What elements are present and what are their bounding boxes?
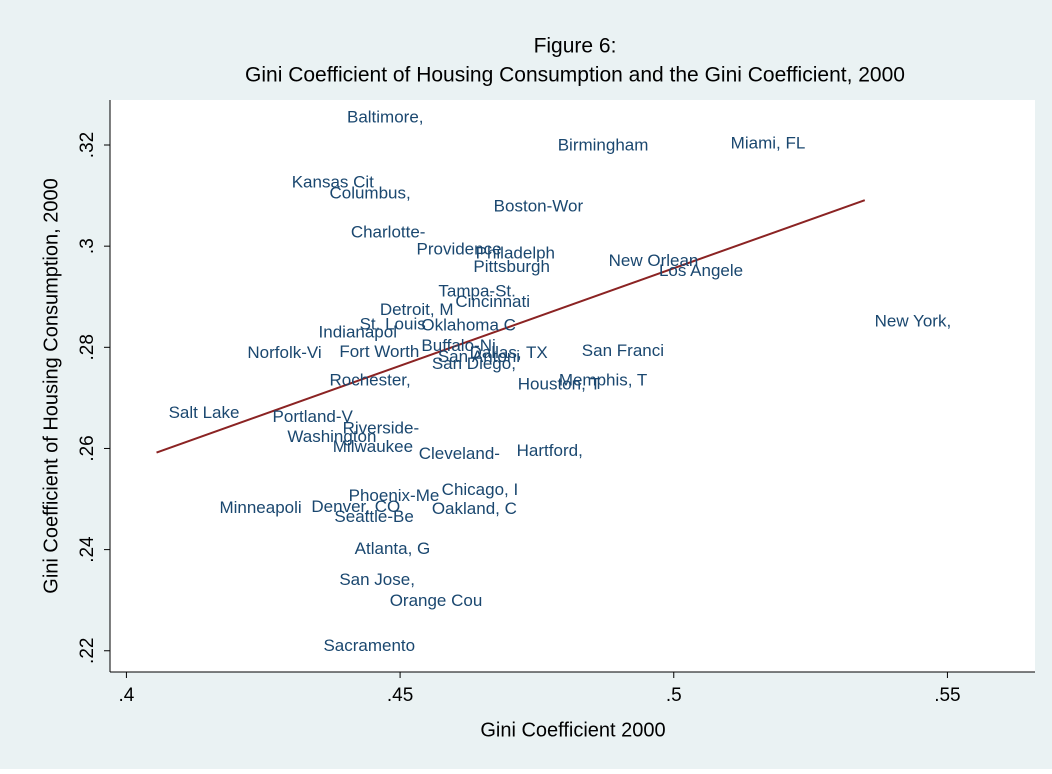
- point-label: Tampa-St.: [438, 282, 515, 301]
- y-tick-label: .28: [77, 334, 98, 360]
- point-label: Birmingham: [558, 136, 649, 155]
- point-label: Milwaukee: [333, 437, 413, 456]
- point-label: Oakland, C: [432, 499, 517, 518]
- x-tick-label: .55: [934, 685, 960, 706]
- point-label: Kansas Cit: [292, 172, 374, 191]
- chart-subtitle: Gini Coefficient of Housing Consumption …: [245, 64, 905, 87]
- point-label: Buffalo-Ni: [421, 336, 495, 355]
- point-label: San Jose,: [339, 570, 415, 589]
- point-label: Minneapoli: [219, 498, 301, 517]
- point-label: Washington: [287, 427, 376, 446]
- point-label: Phoenix-Me: [349, 486, 440, 505]
- x-axis-label: Gini Coefficient 2000: [480, 719, 665, 741]
- y-tick-label: .3: [77, 238, 98, 254]
- point-label: Memphis, T: [559, 371, 648, 390]
- point-label: Oklahoma C: [421, 316, 515, 335]
- point-label: New York,: [875, 312, 952, 331]
- point-label: Hartford,: [517, 441, 583, 460]
- point-label: Fort Worth: [339, 342, 419, 361]
- point-label: Pittsburgh: [473, 257, 550, 276]
- point-label: Portland-V: [273, 407, 354, 426]
- y-tick-label: .22: [77, 638, 98, 664]
- point-label: Dallas, TX: [470, 343, 548, 362]
- point-label: Miami, FL: [731, 133, 806, 152]
- y-tick-label: .24: [77, 536, 98, 563]
- point-label: Boston-Wor: [494, 197, 584, 216]
- point-label: Providence: [417, 240, 502, 259]
- point-label: Atlanta, G: [355, 539, 431, 558]
- point-label: San Diego,: [432, 354, 516, 373]
- y-tick-label: .32: [77, 132, 98, 158]
- point-label: San Antoni: [438, 347, 520, 366]
- point-label: Charlotte-: [351, 222, 426, 241]
- chart-title: Figure 6:: [534, 35, 617, 58]
- point-label: Los Angele: [659, 261, 743, 280]
- point-label: New Orlean: [609, 251, 699, 270]
- point-label: Detroit, M: [380, 300, 454, 319]
- point-label: Houston, T: [518, 375, 601, 394]
- y-axis-label: Gini Coefficient of Housing Consumption,…: [40, 178, 62, 593]
- plot-area: [110, 100, 1035, 672]
- point-label: Seattle-Be: [334, 507, 413, 526]
- point-label: Riverside-: [343, 419, 420, 438]
- point-label: Cleveland-: [419, 444, 500, 463]
- point-label: Chicago, I: [442, 480, 519, 499]
- x-tick-label: .5: [666, 685, 682, 706]
- y-tick-label: .26: [77, 435, 98, 461]
- fit-line: [156, 199, 866, 454]
- point-label: Salt Lake: [169, 403, 240, 422]
- point-label: Cincinnati: [455, 292, 530, 311]
- point-label: Columbus,: [329, 184, 410, 203]
- point-label: Indianapol: [319, 323, 397, 342]
- point-label: Philadelph: [476, 244, 555, 263]
- point-label: Baltimore,: [347, 108, 424, 127]
- point-label: St. Louis: [360, 315, 426, 334]
- point-label: San Franci: [582, 341, 664, 360]
- point-label: Norfolk-Vi: [247, 343, 321, 362]
- point-label: Sacramento: [323, 636, 415, 655]
- point-label: Denver, CO: [311, 497, 400, 516]
- x-tick-label: .45: [387, 685, 413, 706]
- point-label: Orange Cou: [390, 591, 483, 610]
- point-label: Rochester,: [329, 371, 410, 390]
- x-tick-label: .4: [118, 685, 134, 706]
